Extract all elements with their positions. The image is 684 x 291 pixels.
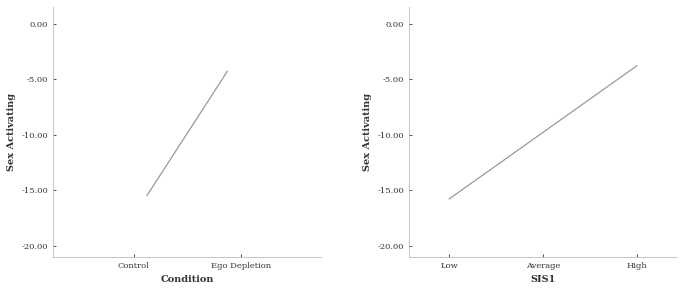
X-axis label: Condition: Condition <box>161 275 214 284</box>
Y-axis label: Sex Activating: Sex Activating <box>363 93 372 171</box>
X-axis label: SIS1: SIS1 <box>530 275 555 284</box>
Y-axis label: Sex Activating: Sex Activating <box>7 93 16 171</box>
